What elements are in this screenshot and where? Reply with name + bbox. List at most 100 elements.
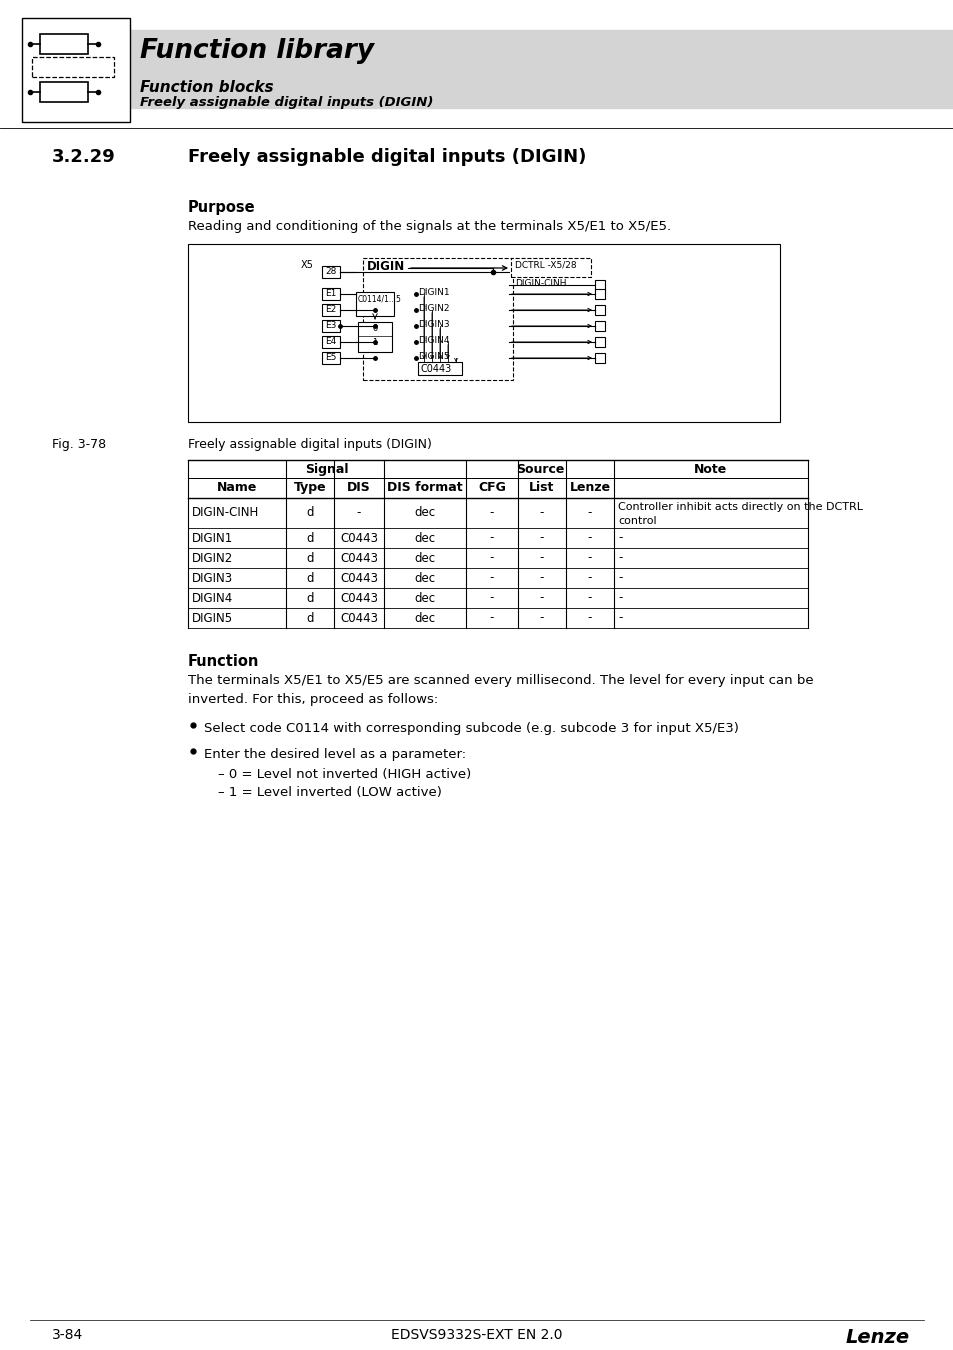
Text: -: - <box>489 591 494 605</box>
Bar <box>188 244 780 423</box>
Text: C0443: C0443 <box>339 591 377 605</box>
Text: E4: E4 <box>325 338 336 346</box>
Text: C0443: C0443 <box>339 532 377 544</box>
Text: 0: 0 <box>372 324 377 333</box>
Text: DIGIN4: DIGIN4 <box>192 591 233 605</box>
Text: Type: Type <box>294 481 326 494</box>
Text: Signal: Signal <box>305 463 349 477</box>
Text: dec: dec <box>414 591 436 605</box>
Text: E3: E3 <box>325 321 336 329</box>
Text: DIGIN2: DIGIN2 <box>417 304 449 313</box>
Text: DIGIN4: DIGIN4 <box>417 336 449 346</box>
Bar <box>595 352 604 363</box>
Text: – 1 = Level inverted (LOW active): – 1 = Level inverted (LOW active) <box>218 786 441 799</box>
Text: -: - <box>489 571 494 585</box>
Bar <box>40 82 88 103</box>
Text: -: - <box>587 552 592 564</box>
Text: dec: dec <box>414 612 436 625</box>
Text: Select code C0114 with corresponding subcode (e.g. subcode 3 for input X5/E3): Select code C0114 with corresponding sub… <box>204 722 739 734</box>
Bar <box>595 338 604 347</box>
Text: DIGIN3: DIGIN3 <box>417 320 449 329</box>
Text: -: - <box>587 612 592 625</box>
Text: DIGIN5: DIGIN5 <box>192 612 233 625</box>
Text: -: - <box>587 591 592 605</box>
Text: -: - <box>539 612 543 625</box>
Text: The terminals X5/E1 to X5/E5 are scanned every millisecond. The level for every : The terminals X5/E1 to X5/E5 are scanned… <box>188 674 813 706</box>
Text: dec: dec <box>414 506 436 520</box>
Text: Controller inhibit acts directly on the DCTRL
control: Controller inhibit acts directly on the … <box>618 502 862 526</box>
Text: d: d <box>306 532 314 544</box>
Text: C0443: C0443 <box>339 571 377 585</box>
Text: 1: 1 <box>372 338 377 347</box>
Text: EDSVS9332S-EXT EN 2.0: EDSVS9332S-EXT EN 2.0 <box>391 1328 562 1342</box>
Text: Enter the desired level as a parameter:: Enter the desired level as a parameter: <box>204 748 466 761</box>
Text: C0114/1...5: C0114/1...5 <box>357 294 401 302</box>
Text: -: - <box>539 591 543 605</box>
Text: E5: E5 <box>325 352 336 362</box>
Bar <box>595 289 604 298</box>
Text: -: - <box>587 506 592 520</box>
Bar <box>417 362 461 375</box>
Text: dec: dec <box>414 552 436 564</box>
Text: DIGIN-CINH: DIGIN-CINH <box>515 279 566 288</box>
Text: DCTRL -X5/28: DCTRL -X5/28 <box>515 261 576 270</box>
Text: DIS: DIS <box>347 481 371 494</box>
Text: -: - <box>587 532 592 544</box>
Text: DIGIN-CINH: DIGIN-CINH <box>192 506 259 520</box>
Text: d: d <box>306 552 314 564</box>
Text: Source: Source <box>516 463 563 477</box>
Text: DIGIN1: DIGIN1 <box>417 288 449 297</box>
Text: Freely assignable digital inputs (DIGIN): Freely assignable digital inputs (DIGIN) <box>188 437 432 451</box>
Bar <box>22 18 130 122</box>
Text: Purpose: Purpose <box>188 200 255 215</box>
Bar <box>363 258 513 379</box>
Text: -: - <box>618 571 621 585</box>
Text: -: - <box>539 532 543 544</box>
Text: CFG: CFG <box>477 481 505 494</box>
Text: DIGIN1: DIGIN1 <box>192 532 233 544</box>
Bar <box>357 323 392 352</box>
Text: -: - <box>489 506 494 520</box>
Bar <box>322 266 339 278</box>
Text: d: d <box>306 591 314 605</box>
Text: -: - <box>539 571 543 585</box>
Bar <box>322 336 339 348</box>
Bar <box>130 30 953 108</box>
Bar <box>322 320 339 332</box>
Text: Note: Note <box>694 463 727 477</box>
Text: 28: 28 <box>325 267 336 275</box>
Text: dec: dec <box>414 532 436 544</box>
Text: -: - <box>618 591 621 605</box>
Bar <box>595 279 604 290</box>
Text: C0443: C0443 <box>339 612 377 625</box>
Text: -: - <box>587 571 592 585</box>
Text: 3-84: 3-84 <box>52 1328 83 1342</box>
Bar <box>595 305 604 315</box>
Text: Function library: Function library <box>140 38 374 63</box>
Text: DIGIN2: DIGIN2 <box>192 552 233 564</box>
Text: X5: X5 <box>301 261 314 270</box>
Text: E2: E2 <box>325 305 336 315</box>
Text: dec: dec <box>414 571 436 585</box>
Text: Fig. 3-78: Fig. 3-78 <box>52 437 106 451</box>
Text: Reading and conditioning of the signals at the terminals X5/E1 to X5/E5.: Reading and conditioning of the signals … <box>188 220 670 234</box>
Text: – 0 = Level not inverted (HIGH active): – 0 = Level not inverted (HIGH active) <box>218 768 471 782</box>
Text: List: List <box>529 481 554 494</box>
Text: Function: Function <box>188 653 259 670</box>
Bar <box>322 288 339 300</box>
Bar <box>40 34 88 54</box>
Text: -: - <box>618 532 621 544</box>
Text: d: d <box>306 506 314 520</box>
Text: DIS format: DIS format <box>387 481 462 494</box>
Text: Lenze: Lenze <box>845 1328 909 1347</box>
Bar <box>511 258 590 277</box>
Text: -: - <box>356 506 361 520</box>
Text: C0443: C0443 <box>420 364 452 374</box>
Text: Freely assignable digital inputs (DIGIN): Freely assignable digital inputs (DIGIN) <box>140 96 433 109</box>
Text: -: - <box>618 612 621 625</box>
Bar <box>595 321 604 331</box>
Text: d: d <box>306 612 314 625</box>
Text: -: - <box>489 612 494 625</box>
Text: -: - <box>489 552 494 564</box>
Text: Lenze: Lenze <box>569 481 610 494</box>
